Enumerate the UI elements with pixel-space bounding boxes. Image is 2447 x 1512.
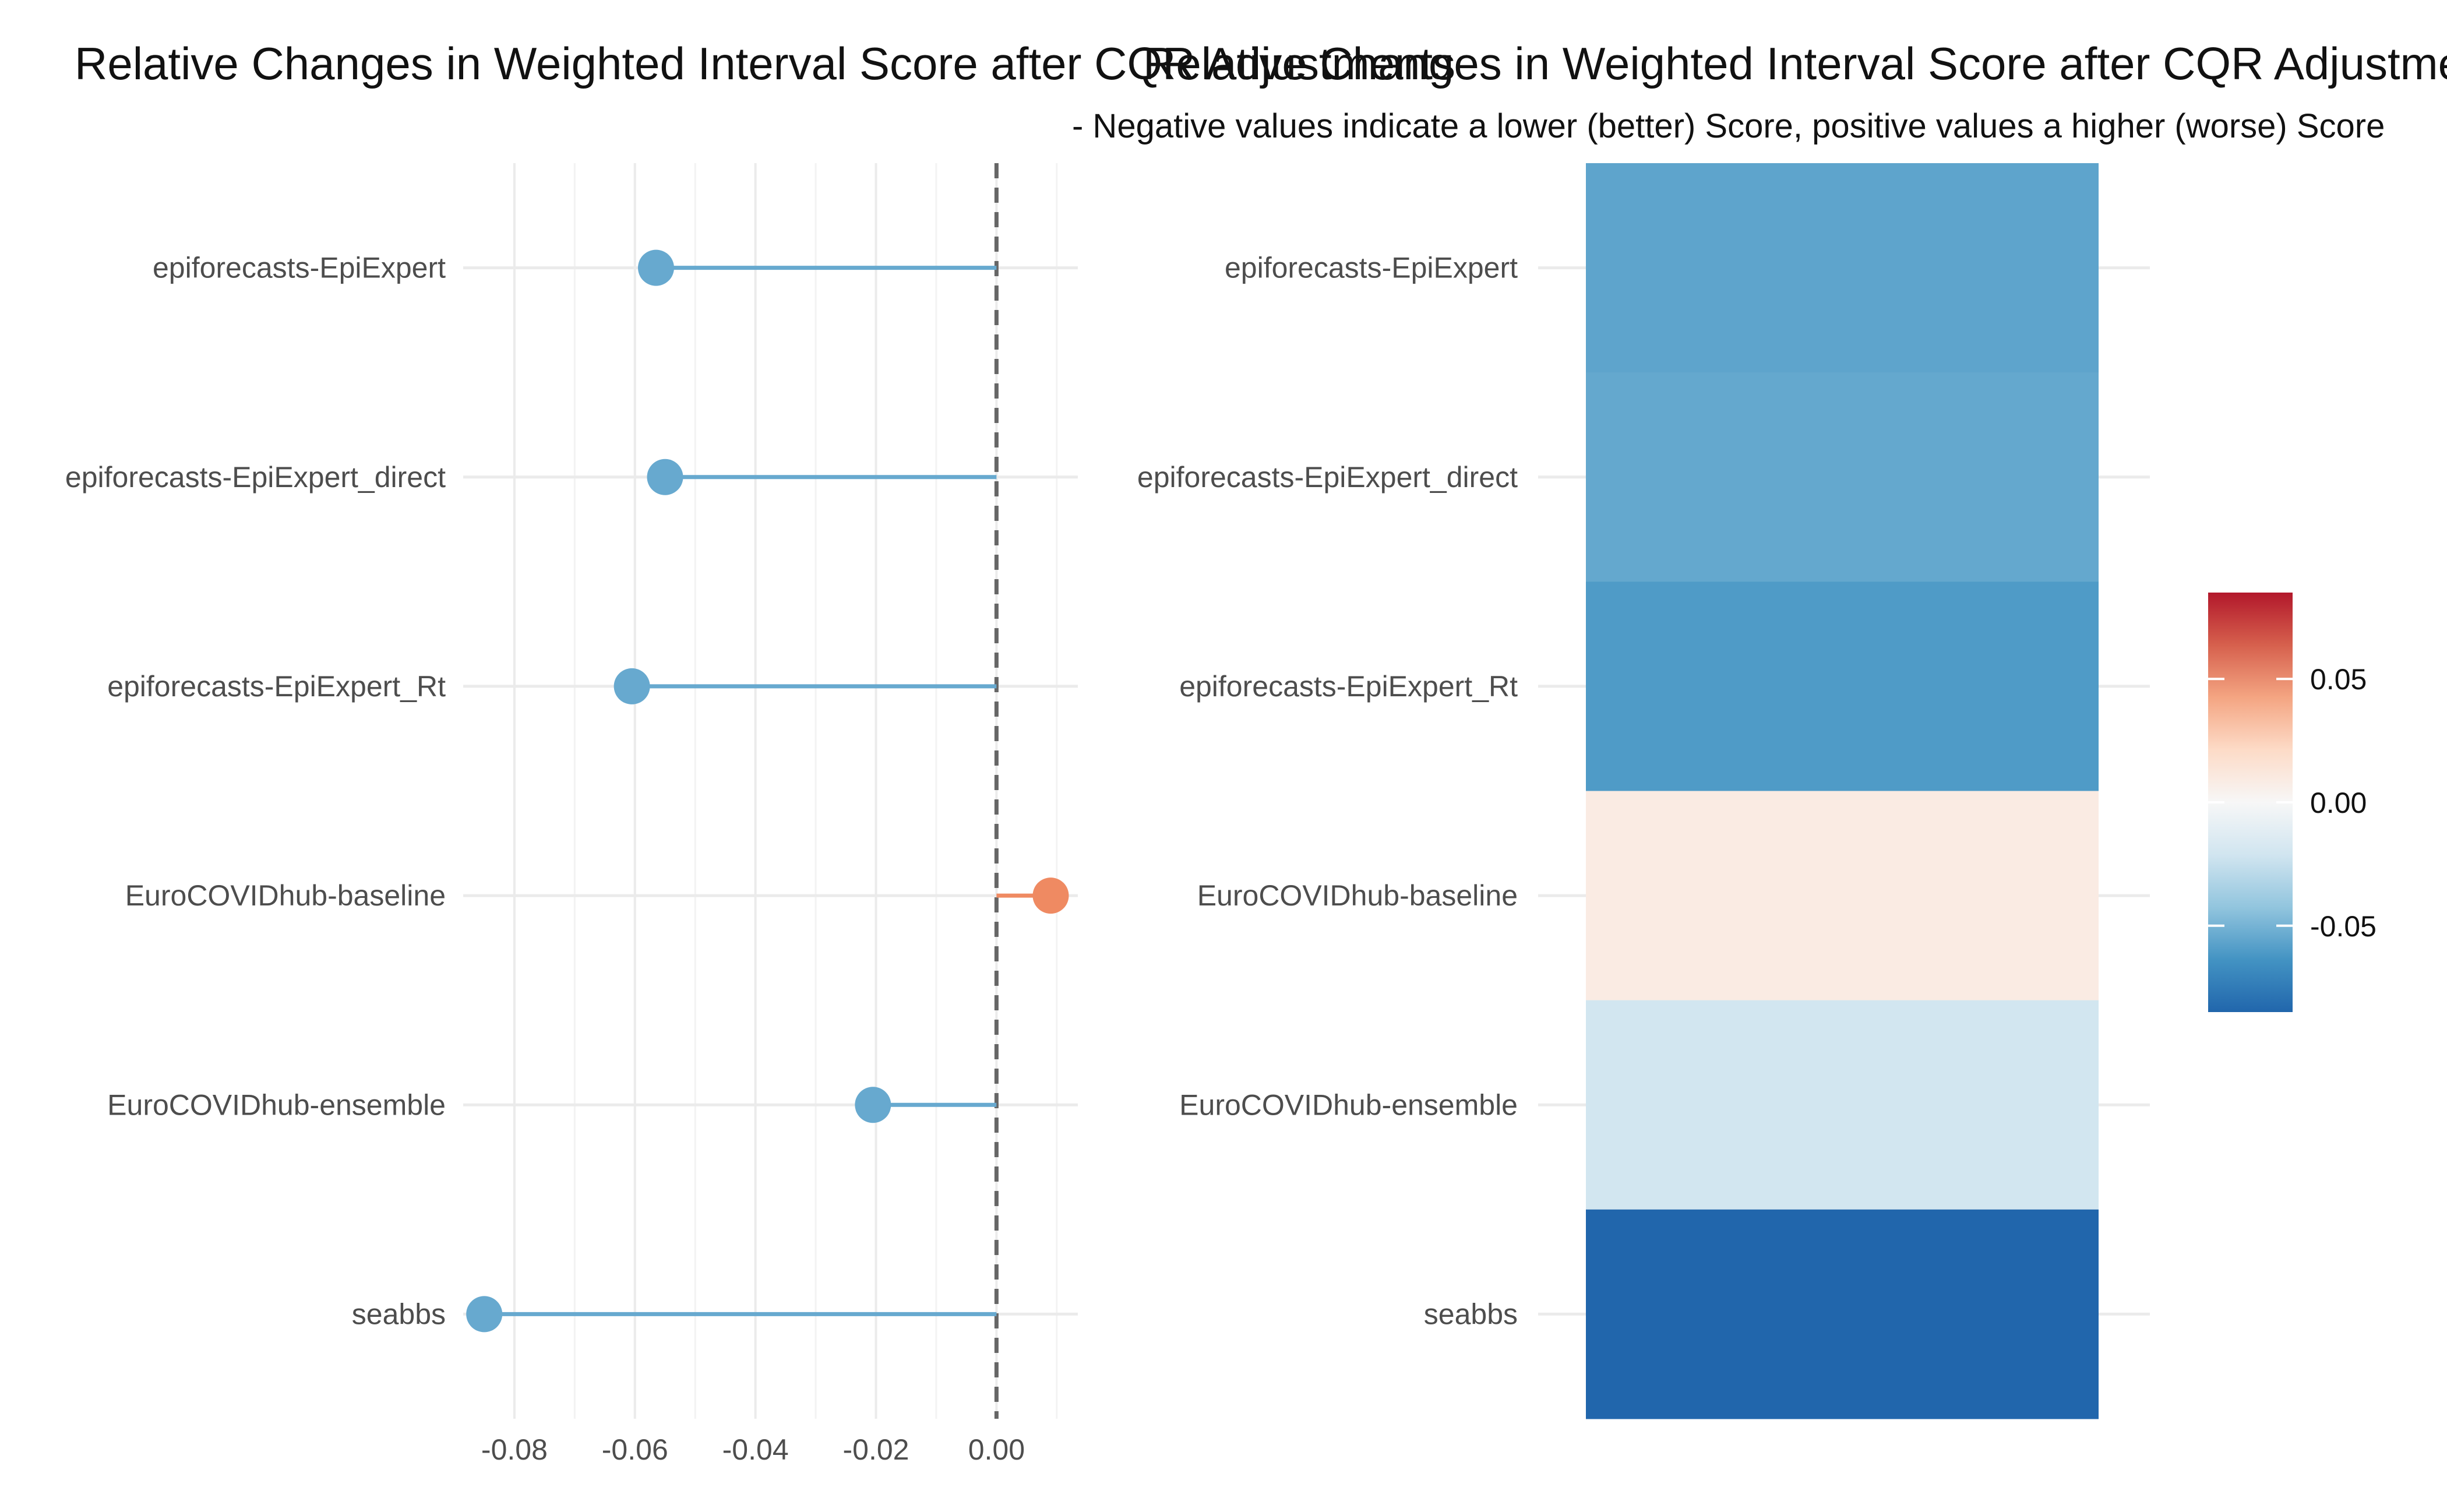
lollipop-point-epiforecasts-epiexpert-rt [613, 668, 650, 704]
lollipop-gridlines [463, 163, 1078, 1419]
heatmap-tile-eurocovidhub-baseline [1586, 791, 2099, 1001]
lollipop-point-seabbs [466, 1296, 503, 1333]
lollipop-y-label: epiforecasts-EpiExpert_direct [65, 461, 446, 494]
heatmap-tile-epiforecasts-epiexpert-rt [1586, 581, 2099, 791]
lollipop-point-eurocovidhub-ensemble [855, 1087, 891, 1123]
lollipop-y-axis-labels: epiforecasts-EpiExpert epiforecasts-EpiEx… [65, 252, 446, 1331]
heatmap-chart: epiforecasts-EpiExpert epiforecasts-EpiEx… [1072, 38, 2447, 1419]
heatmap-y-label: EuroCOVIDhub-ensemble [1179, 1088, 1518, 1121]
lollipop-x-tick-label: -0.06 [602, 1433, 668, 1466]
heatmap-tiles [1586, 163, 2099, 1419]
lollipop-marks [466, 249, 1069, 1333]
lollipop-y-label: epiforecasts-EpiExpert [153, 252, 446, 284]
lollipop-title: Relative Changes in Weighted Interval Sc… [75, 38, 1455, 89]
lollipop-y-label: epiforecasts-EpiExpert_Rt [107, 670, 446, 703]
heatmap-y-label: EuroCOVIDhub-baseline [1197, 879, 1518, 912]
lollipop-y-label: seabbs [352, 1298, 446, 1330]
lollipop-x-axis-labels: -0.08 -0.06 -0.04 -0.02 0.00 [481, 1433, 1025, 1466]
colorbar-tick-label: -0.05 [2310, 910, 2377, 943]
heatmap-tile-epiforecasts-epiexpert [1586, 163, 2099, 373]
lollipop-chart: epiforecasts-EpiExpert epiforecasts-EpiEx… [65, 38, 1455, 1466]
lollipop-point-epiforecasts-epiexpert-direct [647, 459, 683, 495]
heatmap-y-label: epiforecasts-EpiExpert [1225, 252, 1518, 284]
heatmap-title: Relative Changes in Weighted Interval Sc… [1143, 38, 2447, 89]
lollipop-y-label: EuroCOVIDhub-ensemble [107, 1088, 446, 1121]
colorbar-ticks: 0.05 0.00 -0.05 [2208, 663, 2377, 943]
lollipop-point-eurocovidhub-baseline [1032, 877, 1069, 914]
heatmap-tile-seabbs [1586, 1209, 2099, 1419]
colorbar-tick-label: 0.00 [2310, 787, 2367, 819]
lollipop-x-tick-label: -0.02 [843, 1433, 909, 1466]
heatmap-y-label: epiforecasts-EpiExpert_direct [1137, 461, 1518, 494]
heatmap-tile-eurocovidhub-ensemble [1586, 1000, 2099, 1210]
heatmap-y-label: seabbs [1424, 1298, 1518, 1330]
colorbar-legend: 0.05 0.00 -0.05 [2208, 593, 2377, 1012]
heatmap-tile-epiforecasts-epiexpert-direct [1586, 372, 2099, 582]
lollipop-y-label: EuroCOVIDhub-baseline [125, 879, 446, 912]
heatmap-subtitle: - Negative values indicate a lower (bett… [1072, 107, 2385, 145]
heatmap-y-label: epiforecasts-EpiExpert_Rt [1179, 670, 1518, 703]
lollipop-x-tick-label: 0.00 [968, 1433, 1025, 1466]
lollipop-x-tick-label: -0.04 [722, 1433, 789, 1466]
lollipop-point-epiforecasts-epiexpert [637, 249, 674, 286]
colorbar-tick-label: 0.05 [2310, 663, 2367, 696]
lollipop-x-tick-label: -0.08 [481, 1433, 548, 1466]
heatmap-y-axis-labels: epiforecasts-EpiExpert epiforecasts-EpiEx… [1137, 252, 1518, 1331]
